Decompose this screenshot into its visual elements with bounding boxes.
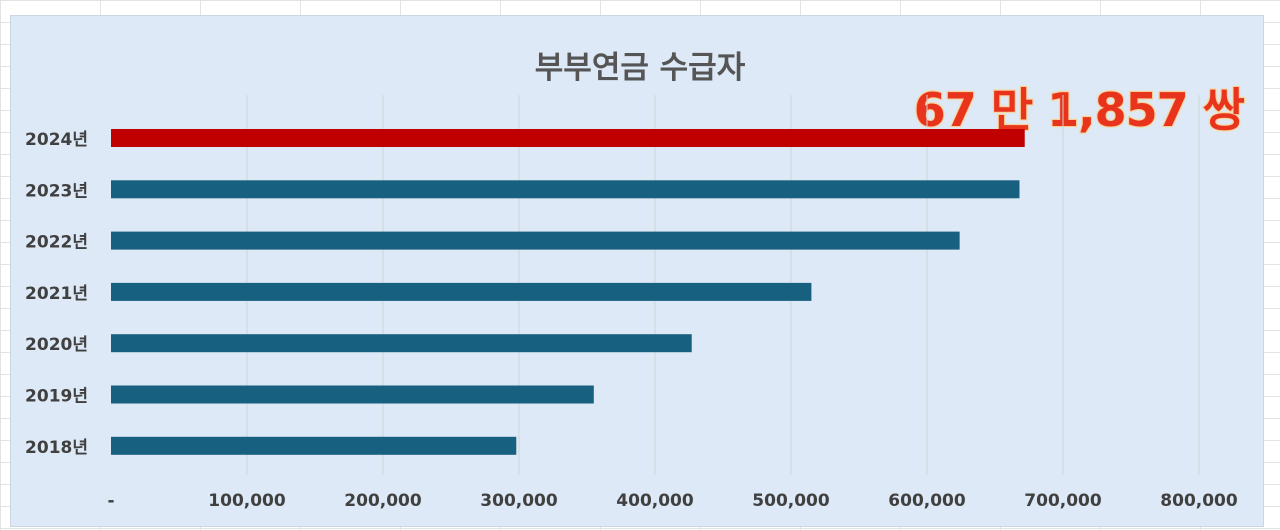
x-tick-label: 300,000	[480, 491, 558, 511]
y-tick-label: 2018년	[25, 438, 88, 458]
x-tick-label: 600,000	[888, 491, 966, 511]
y-tick-label: 2024년	[25, 130, 88, 150]
x-tick-label: 100,000	[208, 491, 286, 511]
bar-2019년[interactable]	[111, 385, 594, 404]
bar-2023년[interactable]	[111, 180, 1020, 199]
x-tick-label: 500,000	[752, 491, 830, 511]
x-tick-label: 800,000	[1160, 491, 1238, 511]
bar-2018년[interactable]	[111, 436, 517, 455]
x-axis-labels: - 100,000 200,000 300,000 400,000 500,000 600,…	[107, 491, 1237, 511]
y-axis-labels: 2018년 2019년 2020년 2021년 2022년 2023년 2024년	[25, 130, 88, 458]
y-tick-label: 2019년	[25, 387, 88, 407]
y-tick-label: 2021년	[25, 284, 88, 304]
x-tick-label: -	[107, 491, 114, 511]
bar-2021년[interactable]	[111, 282, 812, 301]
y-tick-label: 2020년	[25, 335, 88, 355]
y-tick-label: 2022년	[25, 233, 88, 253]
bar-2024년[interactable]	[111, 129, 1025, 147]
bar-2020년[interactable]	[111, 334, 692, 353]
highlight-callout: 67 만 1,857 쌍	[913, 82, 1246, 138]
x-tick-label: 200,000	[344, 491, 422, 511]
bars	[111, 129, 1025, 455]
x-tick-label: 400,000	[616, 491, 694, 511]
y-tick-label: 2023년	[25, 181, 88, 201]
x-tick-label: 700,000	[1024, 491, 1102, 511]
bar-2022년[interactable]	[111, 231, 960, 250]
chart-title: 부부연금 수급자	[534, 50, 746, 86]
